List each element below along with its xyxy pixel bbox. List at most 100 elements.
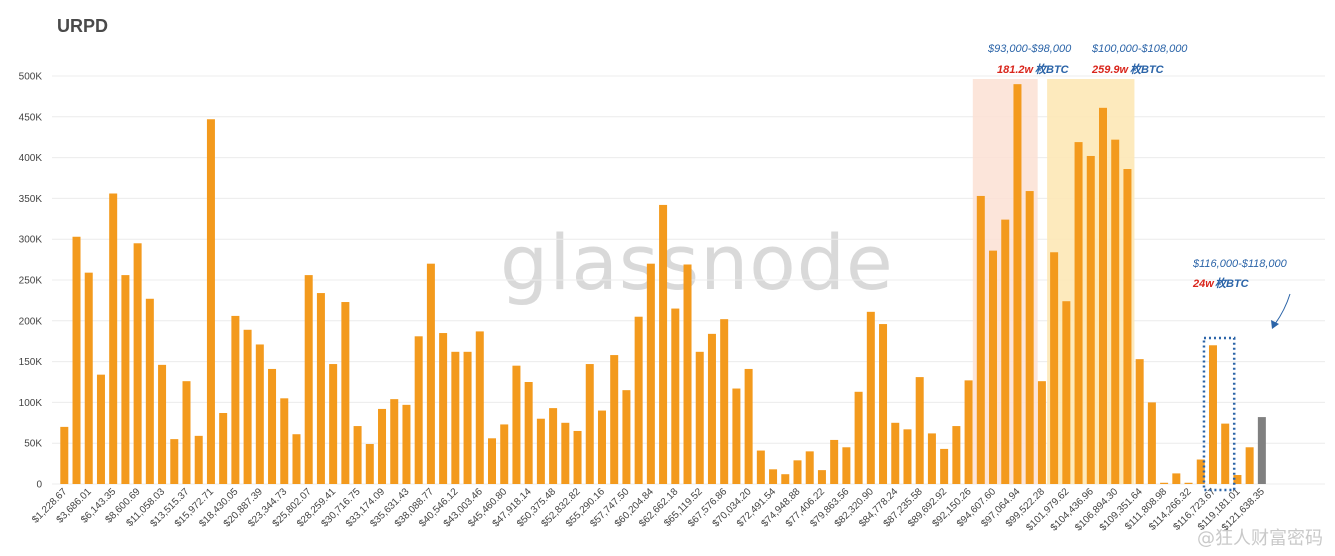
bar: [891, 422, 900, 484]
annotation-amount: 259.9w: [1091, 64, 1130, 76]
annotation-range: $116,000-$118,000: [1192, 258, 1288, 270]
bar: [695, 351, 704, 484]
bar: [206, 119, 215, 485]
bar: [927, 433, 936, 484]
bar: [378, 408, 387, 484]
bar: [964, 380, 973, 484]
bar: [292, 434, 301, 484]
bar: [255, 344, 264, 484]
chart-title: URPD: [57, 16, 109, 36]
bar: [219, 413, 228, 484]
bar: [683, 264, 692, 484]
bar: [1123, 169, 1132, 485]
y-axis-ticks: 0 50K 100K 150K 200K 250K 300K 350K 400K 450K 500K: [19, 72, 43, 491]
bar: [402, 404, 411, 484]
bar: [1208, 345, 1217, 484]
bar: [439, 333, 448, 484]
bar: [1257, 417, 1266, 484]
bar: [830, 439, 839, 484]
bar: [732, 388, 741, 484]
annotation-unit: 枚BTC: [1035, 63, 1070, 76]
bar: [170, 439, 179, 484]
bar: [573, 430, 582, 484]
bar: [121, 275, 130, 484]
bar: [133, 243, 142, 484]
bar: [1025, 191, 1034, 484]
bar: [475, 331, 484, 484]
bar: [561, 422, 570, 484]
bar: [182, 381, 191, 484]
annotation-unit: 枚BTC: [1215, 277, 1250, 290]
y-tick-label: 0: [36, 480, 42, 491]
bar: [817, 470, 826, 484]
bar: [769, 469, 778, 484]
bar: [1001, 219, 1010, 484]
bar: [915, 377, 924, 484]
bar: [989, 250, 998, 484]
bar: [976, 195, 985, 484]
bar: [1062, 301, 1071, 484]
bar: [793, 460, 802, 484]
bar: [781, 474, 790, 484]
annotation-arrow-head: [1271, 320, 1279, 329]
bar: [671, 308, 680, 484]
bar: [756, 450, 765, 484]
bar: [158, 364, 167, 484]
bar: [597, 410, 606, 484]
bars: [60, 84, 1266, 485]
bar: [524, 382, 533, 484]
bar: [1037, 381, 1046, 484]
annotation-amount: 181.2w: [997, 64, 1035, 76]
dotted-highlight-box: [1202, 336, 1236, 492]
bar: [500, 424, 509, 484]
bar: [940, 448, 949, 484]
bar: [1086, 155, 1095, 484]
bar: [549, 408, 558, 484]
bar: [707, 333, 716, 484]
bar: [280, 398, 289, 484]
bar: [109, 193, 118, 484]
bar: [634, 316, 643, 484]
y-tick-label: 100K: [19, 398, 43, 409]
bar: [646, 263, 655, 484]
bar: [414, 336, 423, 484]
bar: [96, 374, 105, 484]
bar: [1160, 482, 1169, 484]
bar: [1184, 482, 1193, 484]
bar: [512, 365, 521, 484]
bar: [866, 311, 875, 484]
y-tick-label: 400K: [19, 153, 43, 164]
annotation-range: $100,000-$108,000: [1091, 43, 1188, 55]
y-tick-label: 150K: [19, 357, 43, 368]
bar: [353, 426, 362, 484]
bar: [1196, 459, 1205, 484]
bar: [659, 204, 668, 485]
bar: [1135, 359, 1144, 484]
y-tick-label: 200K: [19, 316, 43, 327]
bar: [426, 263, 435, 484]
y-tick-label: 300K: [19, 235, 43, 246]
bar: [145, 298, 154, 484]
bar: [316, 293, 325, 484]
bar: [390, 399, 399, 484]
bar: [1172, 473, 1181, 484]
corner-watermark: @狂人财富密码: [1197, 528, 1323, 549]
annotation-range: $93,000-$98,000: [987, 43, 1072, 55]
annotation-arrow-line: [1274, 293, 1291, 325]
bar: [1074, 142, 1083, 484]
bar: [536, 418, 545, 484]
annotation-amount: 24w: [1192, 278, 1215, 290]
bar: [1050, 252, 1059, 484]
y-tick-label: 50K: [24, 439, 42, 450]
bar: [488, 438, 496, 484]
bar: [84, 272, 93, 484]
bar: [329, 364, 338, 484]
bar: [805, 451, 814, 484]
bar: [610, 355, 619, 484]
bar: [194, 435, 203, 484]
bar: [365, 444, 374, 484]
bar: [744, 368, 753, 484]
bar: [903, 429, 912, 484]
